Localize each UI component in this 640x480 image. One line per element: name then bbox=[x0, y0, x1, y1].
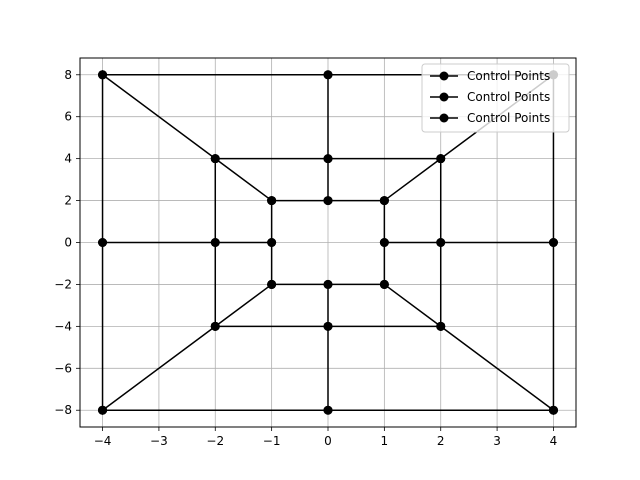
data-point bbox=[436, 238, 445, 247]
x-tick-label: −2 bbox=[206, 434, 224, 448]
y-tick-label: 6 bbox=[64, 110, 72, 124]
x-tick-label: 1 bbox=[381, 434, 389, 448]
data-point bbox=[98, 238, 107, 247]
legend-swatch-marker bbox=[440, 114, 449, 123]
legend: Control Points Control Points Control Poin… bbox=[422, 64, 569, 132]
data-point bbox=[324, 406, 333, 415]
y-tick-label: 0 bbox=[64, 236, 72, 250]
legend-label: Control Points bbox=[467, 111, 550, 125]
data-point bbox=[267, 196, 276, 205]
data-point bbox=[211, 238, 220, 247]
y-tick-label: 2 bbox=[64, 194, 72, 208]
x-tick-label: 3 bbox=[493, 434, 501, 448]
y-tick-label: 4 bbox=[64, 152, 72, 166]
data-point bbox=[98, 70, 107, 79]
data-point bbox=[324, 196, 333, 205]
data-point bbox=[549, 238, 558, 247]
y-tick-label: −4 bbox=[54, 319, 72, 333]
x-axis: −4 −3 −2 −1 0 1 2 3 4 bbox=[94, 427, 558, 448]
data-point bbox=[549, 406, 558, 415]
y-axis: −8 −6 −4 −2 0 2 4 6 8 bbox=[54, 68, 80, 417]
legend-label: Control Points bbox=[467, 69, 550, 83]
legend-swatch-marker bbox=[440, 93, 449, 102]
x-tick-label: 0 bbox=[324, 434, 332, 448]
legend-swatch-marker bbox=[440, 72, 449, 81]
x-tick-label: 2 bbox=[437, 434, 445, 448]
data-point bbox=[380, 238, 389, 247]
x-tick-label: −4 bbox=[94, 434, 112, 448]
y-tick-label: −8 bbox=[54, 403, 72, 417]
data-point bbox=[324, 70, 333, 79]
data-point bbox=[267, 238, 276, 247]
legend-label: Control Points bbox=[467, 90, 550, 104]
data-point bbox=[211, 154, 220, 163]
data-point bbox=[436, 322, 445, 331]
y-tick-label: 8 bbox=[64, 68, 72, 82]
data-point bbox=[436, 154, 445, 163]
data-point bbox=[324, 154, 333, 163]
x-tick-label: −3 bbox=[150, 434, 168, 448]
x-tick-label: −1 bbox=[263, 434, 281, 448]
data-point bbox=[324, 280, 333, 289]
data-point bbox=[211, 322, 220, 331]
y-tick-label: −6 bbox=[54, 361, 72, 375]
data-point bbox=[380, 280, 389, 289]
data-point bbox=[380, 196, 389, 205]
data-point bbox=[267, 280, 276, 289]
y-tick-label: −2 bbox=[54, 277, 72, 291]
x-tick-label: 4 bbox=[550, 434, 558, 448]
data-point bbox=[98, 406, 107, 415]
data-point bbox=[324, 322, 333, 331]
